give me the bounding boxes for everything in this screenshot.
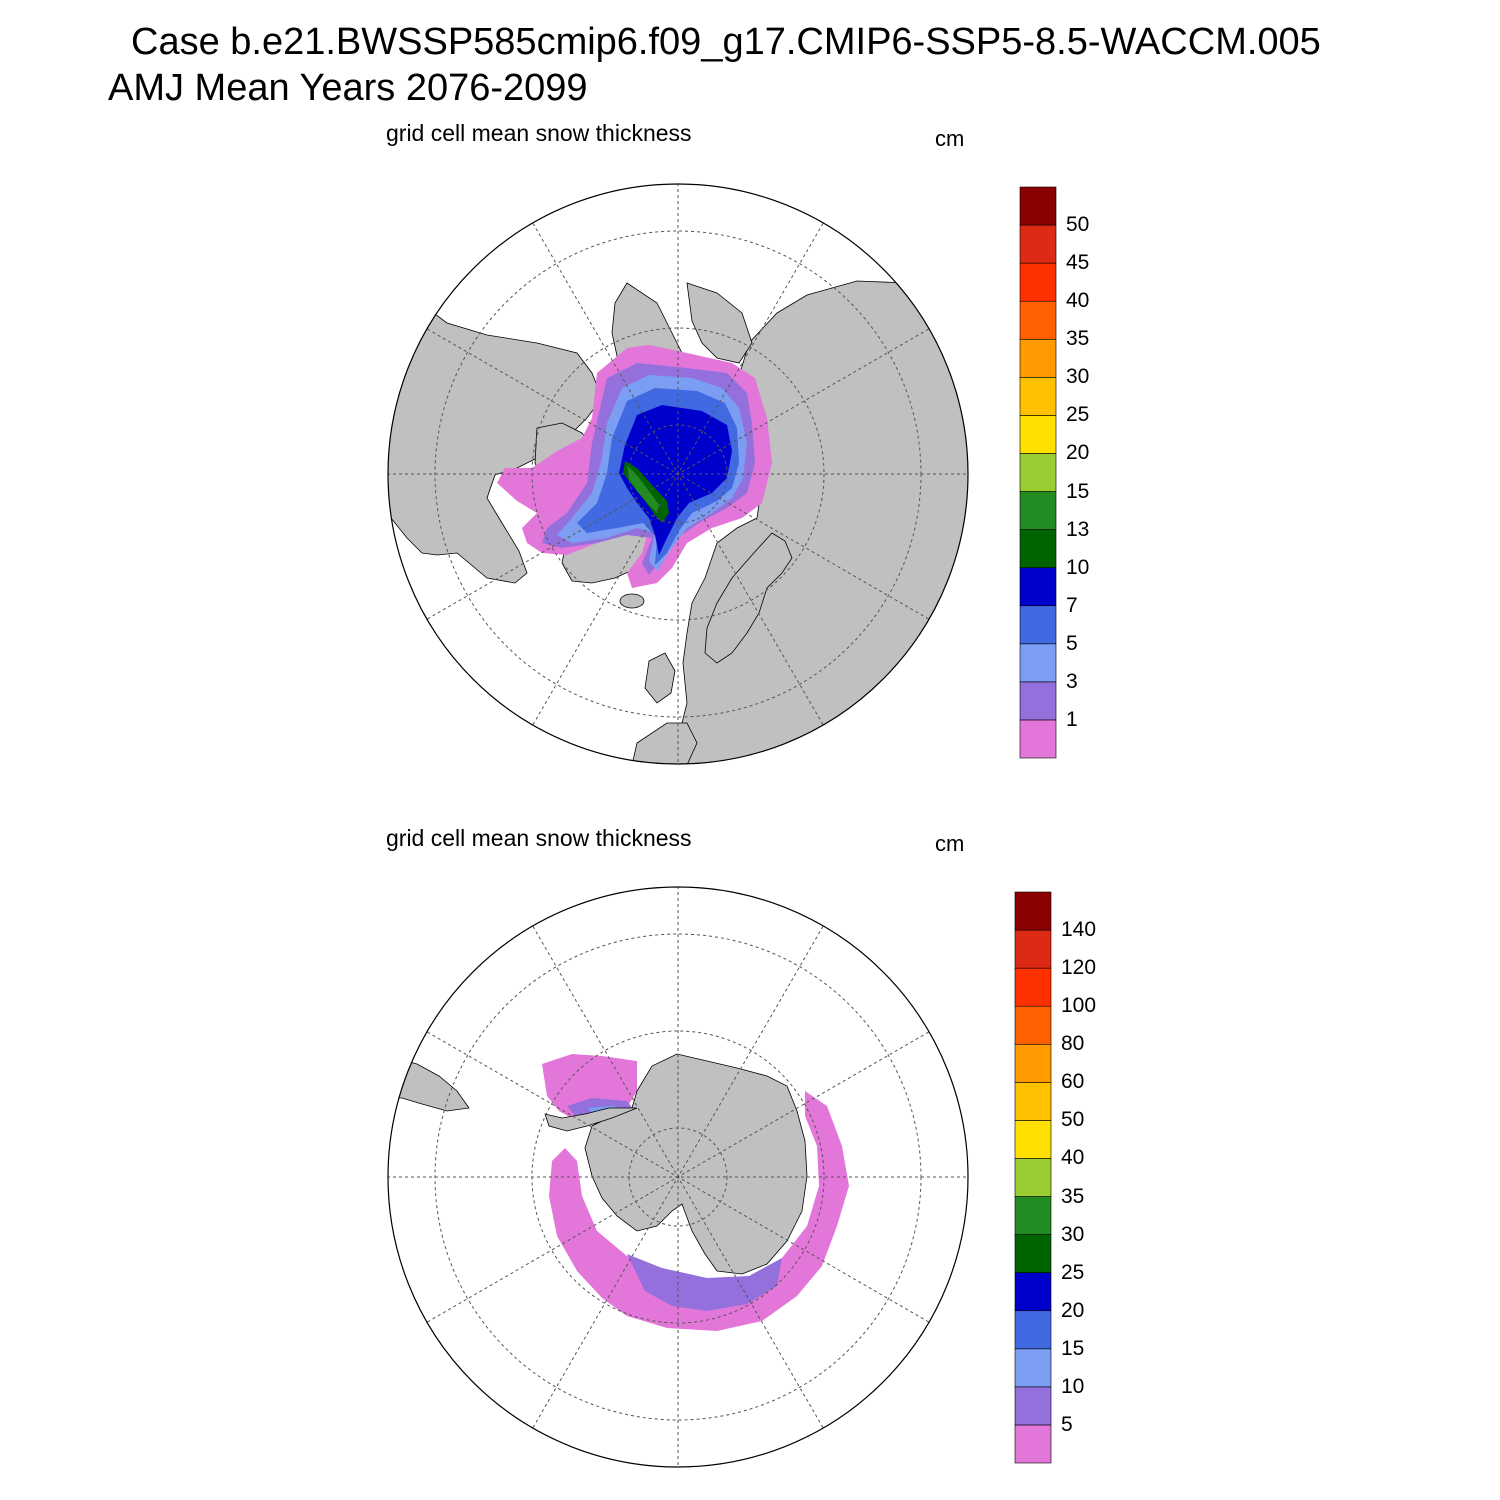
antarctic-colorbar-tick-label: 25 [1061, 1260, 1085, 1284]
antarctic-colorbar-swatch [1014, 1310, 1052, 1350]
arctic-snow-band-13-15cm [627, 465, 659, 513]
antarctic-colorbar-swatch [1014, 967, 1052, 1007]
arctic-colorbar-tick-label: 5 [1066, 631, 1078, 655]
antarctic-colorbar-tick-label: 80 [1061, 1032, 1085, 1056]
arctic-colorbar-tick-label: 25 [1066, 403, 1090, 427]
arctic-colorbar-tick-label: 40 [1066, 289, 1090, 313]
arctic-colorbar-swatch [1019, 224, 1057, 264]
antarctic-colorbar [1014, 891, 1052, 1464]
antarctic-map-boundary [387, 886, 969, 1468]
arctic-colorbar-swatch [1019, 453, 1057, 492]
antarctic-colorbar-swatch [1014, 1043, 1052, 1083]
antarctic-colorbar-swatch [1014, 929, 1052, 969]
arctic-colorbar [1019, 186, 1057, 759]
arctic-colorbar-tick-label: 35 [1066, 327, 1090, 351]
antarctic-polar-map [387, 886, 969, 1468]
antarctic-colorbar-tick-label: 30 [1061, 1222, 1085, 1246]
antarctic-variable-label: grid cell mean snow thickness [386, 825, 692, 851]
arctic-colorbar-swatch [1019, 262, 1057, 302]
antarctic-colorbar-swatch [1014, 1272, 1052, 1312]
arctic-colorbar-tick-label: 13 [1066, 517, 1090, 541]
arctic-colorbar-tick-label: 7 [1066, 593, 1078, 617]
antarctic-colorbar-swatch [1014, 1386, 1052, 1426]
arctic-colorbar-swatch [1019, 377, 1057, 416]
antarctic-colorbar-swatch [1014, 1196, 1052, 1235]
antarctic-colorbar-swatch [1014, 891, 1052, 931]
antarctic-colorbar-swatch [1014, 1120, 1052, 1159]
europe-landmass [631, 722, 698, 764]
arctic-units-label: cm [935, 126, 965, 151]
antarctic-colorbar-swatch [1014, 1158, 1052, 1197]
arctic-colorbar-swatch [1019, 567, 1057, 607]
arctic-colorbar-tick-label: 45 [1066, 251, 1090, 275]
arctic-colorbar-tick-label: 50 [1066, 213, 1090, 237]
arctic-colorbar-tick-label: 1 [1066, 707, 1078, 731]
iceland-landmass [619, 593, 645, 609]
arctic-snow-band-7-10cm [619, 405, 732, 555]
arctic-graticule [388, 184, 968, 764]
arctic-variable-label: grid cell mean snow thickness [386, 120, 692, 146]
antarctic-colorbar-swatch [1014, 1348, 1052, 1388]
arctic-colorbar-swatch [1019, 415, 1057, 454]
antarctic-colorbar-swatch [1014, 1424, 1052, 1464]
scandinavia-landmass [704, 532, 793, 664]
arctic-colorbar-tick-label: 30 [1066, 365, 1090, 389]
arctic-colorbar-tick-label: 10 [1066, 555, 1090, 579]
antarctic-colorbar-tick-label: 100 [1061, 994, 1097, 1018]
antarctic-graticule [388, 887, 968, 1467]
british-isles-landmass [644, 652, 676, 704]
antarctic-colorbar-tick-label: 15 [1061, 1336, 1085, 1360]
arctic-colorbar-tick-label: 20 [1066, 441, 1090, 465]
arctic-colorbar-swatch [1019, 529, 1057, 568]
antarctic-colorbar-swatch [1014, 1234, 1052, 1273]
arctic-polar-map [387, 183, 969, 765]
antarctic-colorbar-tick-label: 40 [1061, 1146, 1085, 1170]
arctic-colorbar-swatch [1019, 338, 1057, 378]
figure-title-case: Case b.e21.BWSSP585cmip6.f09_g17.CMIP6-S… [131, 21, 1321, 63]
arctic-colorbar-swatch [1019, 681, 1057, 721]
antarctic-colorbar-swatch [1014, 1005, 1052, 1045]
arctic-colorbar-swatch [1019, 605, 1057, 645]
antarctic-colorbar-tick-label: 20 [1061, 1298, 1085, 1322]
chukotka-landmass [686, 282, 753, 364]
antarctic-colorbar-tick-label: 60 [1061, 1070, 1085, 1094]
figure-title-period: AMJ Mean Years 2076-2099 [108, 67, 588, 109]
antarctic-colorbar-tick-label: 35 [1061, 1184, 1085, 1208]
arctic-colorbar-tick-label: 3 [1066, 669, 1078, 693]
arctic-colorbar-swatch [1019, 186, 1057, 226]
antarctic-colorbar-tick-label: 120 [1061, 956, 1097, 980]
antarctic-colorbar-tick-label: 5 [1061, 1412, 1073, 1436]
arctic-colorbar-swatch [1019, 643, 1057, 683]
antarctic-colorbar-swatch [1014, 1082, 1052, 1121]
arctic-colorbar-swatch [1019, 719, 1057, 759]
arctic-colorbar-swatch [1019, 300, 1057, 340]
antarctic-colorbar-tick-label: 50 [1061, 1108, 1085, 1132]
antarctic-units-label: cm [935, 831, 965, 856]
arctic-map-boundary [387, 183, 969, 765]
arctic-colorbar-swatch [1019, 491, 1057, 530]
antarctic-colorbar-tick-label: 10 [1061, 1374, 1085, 1398]
antarctic-colorbar-tick-label: 140 [1061, 918, 1097, 942]
arctic-colorbar-tick-label: 15 [1066, 479, 1090, 503]
antarctic-peninsula [544, 1107, 638, 1132]
antarctic-snow-band-5-10cm-ross [627, 1254, 782, 1311]
